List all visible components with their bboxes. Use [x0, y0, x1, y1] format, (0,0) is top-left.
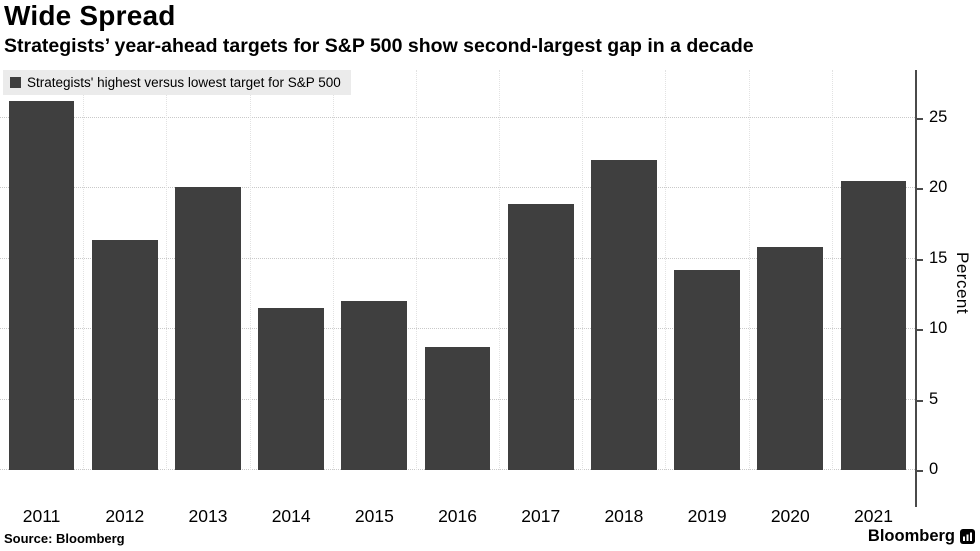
gridline-v — [748, 70, 750, 470]
legend-label: Strategists' highest versus lowest targe… — [27, 75, 341, 90]
bar-2021 — [840, 181, 907, 470]
x-tick-label: 2016 — [438, 506, 477, 526]
x-tick-label: 2017 — [521, 506, 561, 526]
bar-slot — [250, 70, 333, 470]
bar-slot — [749, 70, 832, 470]
x-tick-label: 2014 — [271, 506, 311, 526]
bar-2018 — [591, 160, 657, 470]
y-tick-label: 0 — [929, 460, 939, 479]
bar-slot — [666, 70, 749, 470]
x-tick-label: 2019 — [687, 506, 727, 526]
gridline-v — [415, 70, 417, 470]
bar-series — [0, 70, 915, 470]
x-tick-label: 2018 — [604, 506, 644, 526]
bloomberg-logo-text: Bloomberg — [867, 527, 955, 545]
x-tick-label: 2015 — [354, 506, 394, 526]
gridline-v — [665, 70, 667, 470]
y-tick-mark — [915, 399, 923, 402]
bar-slot — [0, 70, 83, 470]
gridline-h — [0, 116, 915, 118]
bar-2014 — [258, 308, 324, 470]
x-tick-label: 2012 — [105, 506, 145, 526]
bar-2015 — [341, 301, 408, 470]
y-tick-label: 5 — [929, 389, 939, 408]
legend-swatch-icon — [10, 77, 21, 88]
gridline-v — [249, 70, 251, 470]
plot-area: Strategists' highest versus lowest targe… — [0, 70, 915, 470]
y-tick-mark — [915, 117, 923, 120]
source-label: Source: Bloomberg — [4, 531, 125, 546]
x-tick-label: 2013 — [188, 506, 228, 526]
x-axis-labels: 2011 2012 2013 2014 2015 2016 2017 2018 2019 2020… — [0, 506, 915, 527]
bloomberg-logo: Bloomberg — [868, 527, 975, 546]
gridline-v — [499, 70, 501, 470]
gridline-v — [831, 70, 833, 470]
y-tick-label: 25 — [929, 107, 948, 126]
bar-slot — [832, 70, 915, 470]
chart-title: Wide Spread — [4, 0, 176, 31]
bar-2012 — [91, 240, 158, 470]
legend: Strategists' highest versus lowest targe… — [3, 70, 351, 95]
y-tick-mark — [915, 188, 923, 191]
y-tick-label: 20 — [929, 178, 948, 197]
x-tick-label: 2021 — [854, 506, 893, 526]
gridline-v — [332, 70, 334, 470]
y-axis-title: Percent — [953, 252, 972, 315]
gridline-v — [166, 70, 168, 470]
bar-slot — [499, 70, 582, 470]
x-tick-label: 2011 — [22, 506, 61, 526]
bar-2017 — [507, 203, 574, 470]
gridline-v — [83, 70, 85, 470]
bar-slot — [416, 70, 499, 470]
y-axis-line — [915, 70, 917, 507]
bar-2020 — [757, 247, 824, 470]
bar-slot — [83, 70, 166, 470]
bar-2019 — [674, 270, 740, 470]
y-tick-mark — [915, 470, 923, 472]
y-tick-mark — [915, 329, 923, 332]
bar-slot — [333, 70, 416, 470]
y-tick-mark — [915, 258, 923, 261]
gridline-h — [0, 328, 915, 330]
bar-2016 — [424, 347, 491, 470]
gridline-v — [582, 70, 584, 470]
y-tick-label: 10 — [929, 319, 948, 338]
bar-slot — [166, 70, 249, 470]
bloomberg-terminal-icon — [960, 529, 975, 544]
y-tick-label: 15 — [929, 248, 948, 267]
x-tick-label: 2020 — [770, 506, 810, 526]
bar-2013 — [175, 186, 241, 470]
gridline-h — [0, 257, 915, 259]
bar-slot — [582, 70, 665, 470]
gridline-h — [0, 187, 915, 189]
bar-2011 — [8, 101, 75, 470]
chart-subtitle: Strategists’ year-ahead targets for S&P … — [4, 35, 754, 57]
